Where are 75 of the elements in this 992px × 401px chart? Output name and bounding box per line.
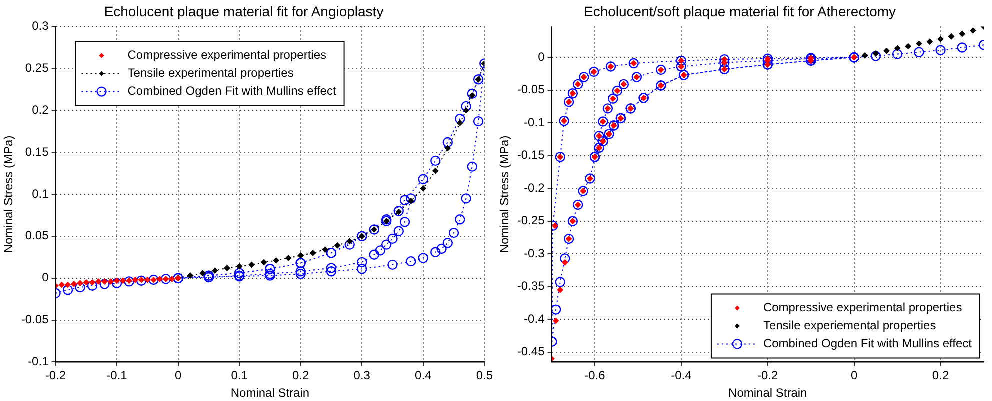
x-tick-label: 0.3: [354, 368, 371, 383]
y-tick-label: 0.25: [25, 61, 50, 76]
y-tick-label: -0.3: [524, 246, 546, 260]
x-tick-label: -0.4: [671, 368, 692, 383]
point: [334, 242, 341, 249]
point: [432, 168, 439, 174]
x-axis-title: Nominal Strain: [230, 386, 310, 400]
y-tick-label: 0.3: [32, 19, 50, 34]
y-tick-label: -0.4: [524, 312, 546, 326]
point: [65, 282, 72, 288]
x-tick-label: 0.2: [292, 368, 310, 383]
point: [83, 280, 90, 286]
point: [463, 108, 470, 114]
point: [420, 186, 426, 192]
point: [58, 282, 65, 288]
y-tick-label: -0.25: [517, 214, 546, 228]
x-tick-label: 0.1: [231, 368, 248, 383]
point: [261, 259, 268, 266]
x-axis-title: Nominal Strain: [728, 386, 808, 400]
x-tick-label: -0.1: [106, 368, 128, 383]
point: [71, 281, 78, 288]
y-tick-label: -0.05: [517, 82, 546, 97]
point: [248, 262, 255, 268]
point: [346, 238, 353, 244]
y-tick-label: 0.2: [32, 102, 50, 117]
point: [298, 252, 304, 259]
point: [96, 278, 102, 285]
x-tick-label: 0.4: [415, 368, 432, 383]
x-tick-label: 0: [174, 368, 182, 383]
y-axis-title: Nominal Stress (MPa): [2, 136, 16, 254]
legend-label: Tensile experiemental properties: [763, 318, 936, 333]
y-tick-label: 0: [538, 50, 546, 64]
point: [144, 277, 151, 284]
y-tick-label: -0.35: [517, 279, 546, 294]
point: [188, 272, 194, 279]
point: [77, 280, 84, 286]
legend-label: Tensile experimental properties: [128, 66, 294, 80]
legend-label: Compressive experimental properties: [763, 300, 962, 315]
point: [212, 268, 218, 274]
y-tick-label: 0.05: [25, 228, 50, 243]
chart-title: Echolucent/soft plaque material fit for Atherectomy: [584, 3, 896, 20]
point: [273, 258, 280, 264]
y-tick-label: -0.05: [21, 312, 50, 327]
legend-label: Combined Ogden Fit with Mullins effect: [128, 84, 337, 98]
x-tick-label: 0.2: [932, 368, 950, 383]
y-tick-label: -0.2: [524, 180, 546, 195]
x-tick-label: -0.2: [45, 368, 66, 383]
point: [444, 145, 451, 152]
point: [310, 250, 316, 256]
x-tick-label: -0.2: [758, 368, 779, 383]
point: [200, 270, 206, 276]
y-tick-label: 0.15: [25, 144, 50, 159]
point: [120, 278, 126, 284]
x-tick-label: -0.6: [584, 368, 606, 383]
point: [132, 277, 138, 284]
legend-label: Compressive experimental properties: [128, 48, 326, 62]
chart-title: Echolucent plaque material fit for Angioplasty: [104, 3, 384, 20]
y-tick-label: 0.1: [32, 186, 50, 201]
point: [224, 265, 230, 272]
point: [457, 120, 464, 126]
point: [108, 278, 114, 285]
point: [169, 276, 176, 282]
y-tick-label: -0.15: [517, 148, 546, 162]
legend-label: Combined Ogden Fit with Mullins effect: [763, 336, 973, 351]
x-tick-label: 0.5: [476, 368, 494, 383]
x-tick-label: 0: [850, 368, 858, 383]
point: [156, 276, 163, 282]
y-tick-label: -0.45: [517, 344, 546, 359]
y-tick-label: -0.1: [524, 115, 546, 130]
y-axis-title: Nominal Stress (MPa): [498, 136, 512, 254]
point: [286, 255, 292, 262]
point: [322, 246, 328, 253]
y-tick-label: -0.1: [28, 354, 50, 369]
point: [236, 264, 243, 270]
y-tick-label: 0: [42, 270, 50, 285]
